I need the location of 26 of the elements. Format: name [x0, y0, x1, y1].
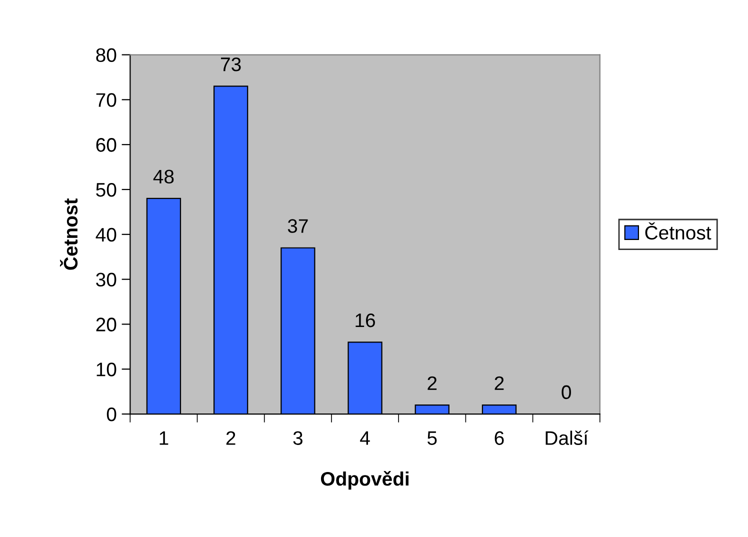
- x-axis-title: Odpovědi: [320, 471, 408, 490]
- y-tick-label: 0: [106, 407, 116, 422]
- data-label: 2: [428, 376, 437, 390]
- x-tick-label: 4: [360, 431, 370, 445]
- x-tick-label: 3: [293, 431, 302, 445]
- y-tick-label: 80: [96, 48, 116, 62]
- y-axis-title: Četnost: [60, 198, 78, 270]
- y-tick-label: 30: [96, 272, 116, 287]
- data-label: 37: [288, 219, 308, 233]
- x-tick-label: 5: [428, 431, 437, 445]
- x-tick-label: 2: [226, 431, 236, 445]
- data-label: 2: [494, 376, 504, 390]
- x-tick-label: 1: [160, 431, 168, 445]
- y-tick-label: 40: [96, 228, 116, 242]
- y-tick-label: 10: [96, 362, 116, 376]
- x-tick-label: Další: [546, 430, 588, 445]
- y-tick-label: 60: [96, 138, 116, 152]
- data-label: 73: [220, 57, 241, 72]
- y-tick-label: 70: [96, 93, 116, 107]
- legend-label: Četnost: [645, 222, 712, 240]
- data-label: 0: [562, 385, 571, 400]
- y-tick-label: 20: [96, 318, 116, 332]
- data-label: 48: [153, 170, 174, 184]
- data-label: 16: [356, 313, 375, 328]
- x-tick-label: 6: [494, 431, 504, 445]
- y-tick-label: 50: [96, 182, 116, 197]
